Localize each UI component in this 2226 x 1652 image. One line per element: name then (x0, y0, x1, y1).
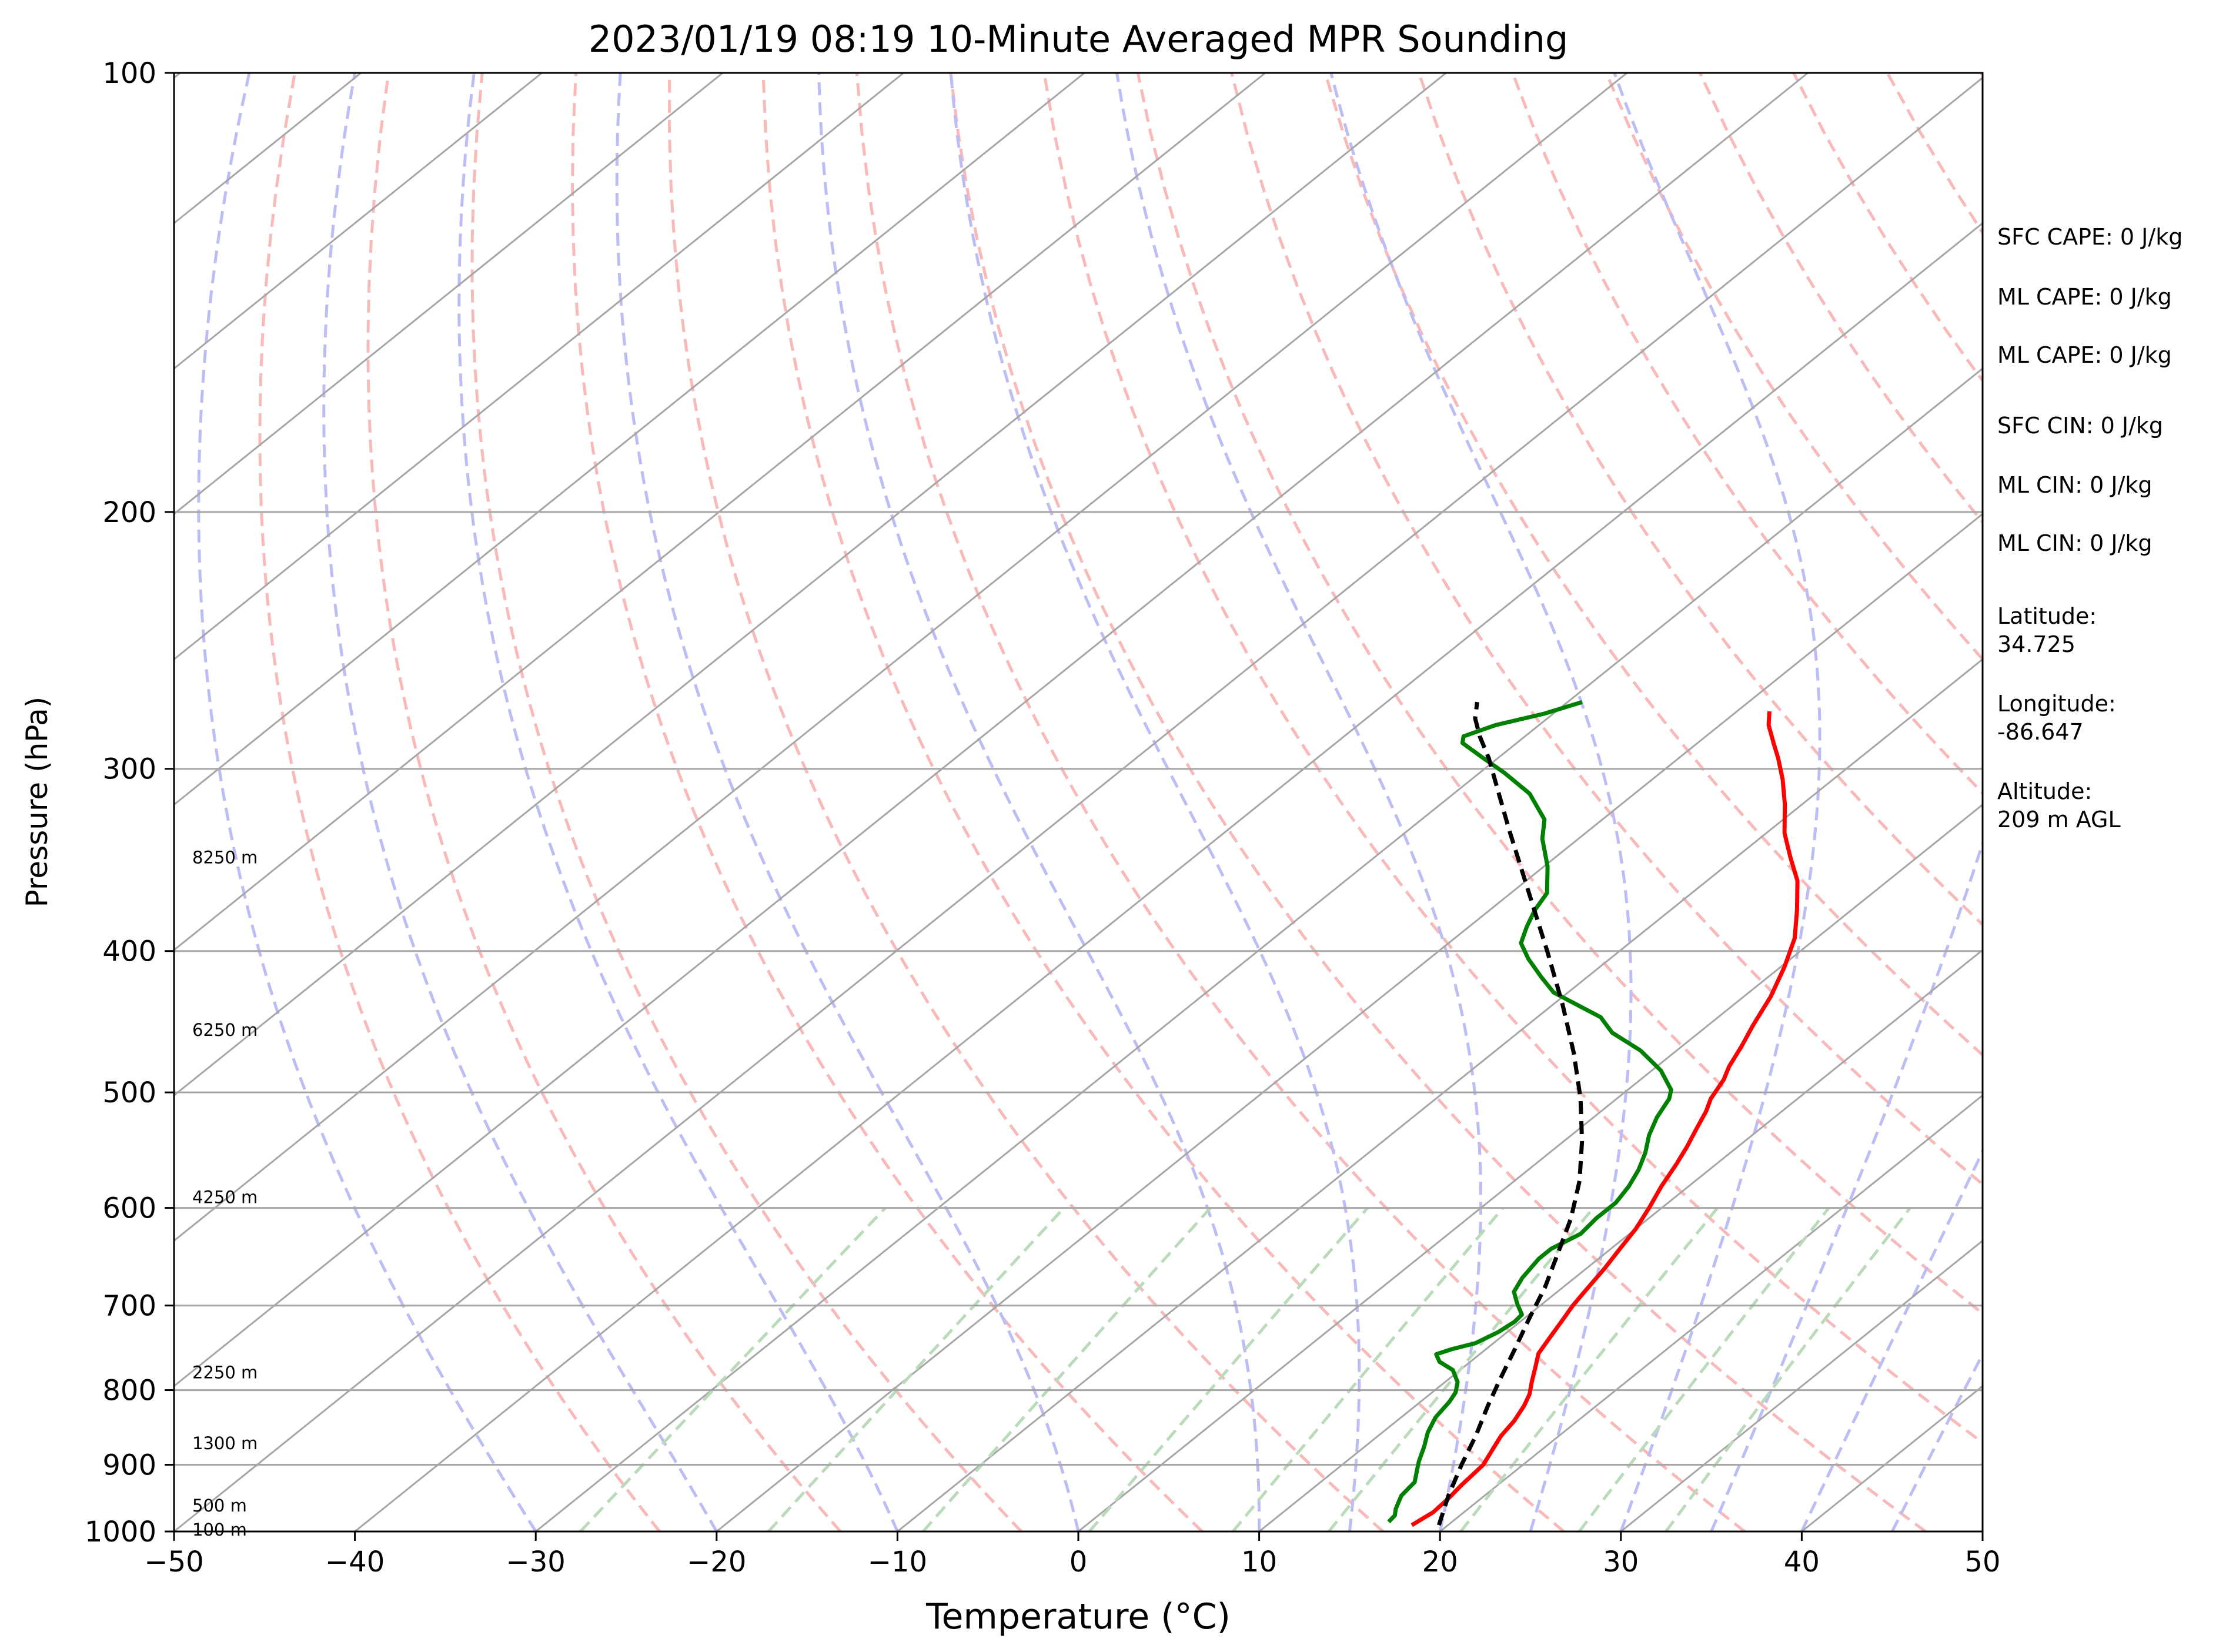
isotherm-line (174, 73, 1447, 1097)
isotherm-line (174, 73, 1809, 1387)
x-axis-ticks: −50 −40 −30 −20 −10 0 10 20 30 40 50 (144, 1531, 2001, 1579)
sfc-cape-text: SFC CAPE: 0 J/kg (1997, 224, 2182, 250)
isotherm-line (716, 513, 1983, 1531)
x-tick-label: 10 (1241, 1546, 1277, 1579)
isotherm-line (174, 73, 724, 516)
info-panel: SFC CAPE: 0 J/kg ML CAPE: 0 J/kg ML CAPE… (1997, 224, 2182, 832)
isotherm-line (174, 73, 1628, 1242)
isotherm-line (897, 658, 1983, 1531)
y-tick-label: 700 (102, 1290, 156, 1323)
height-label: 6250 m (192, 1020, 258, 1040)
isotherm-line (354, 222, 1983, 1531)
moist-adiabat-line (1115, 73, 1482, 1531)
x-tick-label: −40 (325, 1546, 385, 1579)
y-tick-label: 500 (102, 1076, 156, 1109)
y-tick-label: 600 (102, 1192, 156, 1225)
x-tick-label: 0 (1069, 1546, 1088, 1579)
y-axis-label: Pressure (hPa) (20, 697, 54, 908)
y-tick-label: 1000 (85, 1516, 156, 1549)
y-tick-label: 800 (102, 1375, 156, 1407)
sfc-cin-text: SFC CIN: 0 J/kg (1997, 413, 2163, 439)
x-tick-label: −50 (144, 1546, 203, 1579)
dry-adiabat-line (949, 73, 1927, 1531)
moist-adiabat-line (615, 73, 1080, 1531)
mixing-ratio-line (579, 1206, 887, 1531)
dry-adiabat-line (1042, 73, 1983, 1444)
moist-adiabat-line (197, 73, 537, 1531)
longitude-value: -86.647 (1997, 719, 2084, 745)
isotherm-line (174, 73, 1266, 951)
latitude-label: Latitude: (1997, 603, 2097, 629)
isotherm-line (174, 76, 1983, 1531)
altitude-value: 209 m AGL (1997, 807, 2121, 832)
moist-adiabat-line (1710, 838, 1983, 1531)
x-axis-label: Temperature (°C) (925, 1596, 1231, 1637)
mixing-ratio-line (1665, 1207, 1911, 1531)
dry-adiabat-line (1605, 73, 1983, 661)
height-label: 4250 m (192, 1187, 258, 1207)
moist-adiabat-line (1329, 73, 1633, 1531)
dewpoint-line (1387, 700, 1673, 1524)
height-label: 2250 m (192, 1363, 258, 1383)
longitude-label: Longitude: (1997, 691, 2116, 717)
y-tick-label: 300 (102, 753, 156, 786)
x-tick-label: 40 (1784, 1546, 1820, 1579)
y-tick-label: 100 (102, 57, 156, 90)
isotherm-line (1620, 1239, 1983, 1531)
moist-adiabat-line (949, 73, 1361, 1531)
dry-adiabat-line (470, 73, 1022, 1531)
sounding-series (1387, 700, 1800, 1527)
ml-cin-text: ML CIN: 0 J/kg (1997, 472, 2152, 498)
ml-cape-text-2: ML CAPE: 0 J/kg (1997, 342, 2172, 368)
dry-adiabat-line (1136, 73, 1983, 1316)
x-tick-label: 20 (1422, 1546, 1458, 1579)
x-tick-label: −20 (687, 1546, 746, 1579)
dry-adiabat-line (761, 73, 1565, 1531)
dry-adiabat-line (855, 73, 1746, 1531)
height-label: 500 m (192, 1496, 247, 1516)
height-label: 1300 m (192, 1433, 258, 1453)
latitude-value: 34.725 (1997, 631, 2075, 657)
isotherm-line (174, 73, 1085, 806)
mixing-ratio-line (1578, 1207, 1830, 1531)
x-tick-label: 50 (1964, 1546, 2000, 1579)
ml-cin-text-2: ML CIN: 0 J/kg (1997, 530, 2152, 556)
isotherm-line (535, 367, 1983, 1531)
height-label: 100 m (192, 1520, 247, 1540)
dry-adiabat-line (366, 73, 842, 1531)
y-tick-label: 400 (102, 935, 156, 968)
isotherm-line (174, 73, 543, 370)
dry-adiabat-line (1230, 73, 1983, 1186)
isotherm-line (174, 73, 904, 661)
y-axis-ticks: 100 200 300 400 500 600 700 800 900 1000 (85, 57, 174, 1549)
temperature-line (1411, 711, 1800, 1527)
isotherm-line (1078, 803, 1983, 1531)
isotherm-line (1439, 1094, 1983, 1531)
mixing-ratio-line (1459, 1207, 1719, 1531)
dry-adiabat-line (1511, 73, 1983, 795)
chart-title: 2023/01/19 08:19 10-Minute Averaged MPR … (589, 18, 1569, 61)
x-tick-label: −30 (506, 1546, 566, 1579)
height-label: 8250 m (192, 847, 258, 867)
y-tick-label: 200 (102, 496, 156, 529)
isotherm-line (1258, 949, 1983, 1531)
dry-adiabat-line (258, 73, 661, 1531)
moist-adiabat-line (322, 73, 718, 1531)
dry-adiabat-line (570, 73, 1204, 1531)
dry-adiabat-line (1323, 73, 1983, 1057)
x-tick-label: 30 (1603, 1546, 1639, 1579)
moist-adiabat-line (457, 73, 899, 1531)
height-labels: 8250 m 6250 m 4250 m 2250 m 1300 m 500 m 100 m (192, 847, 258, 1539)
reference-lines (174, 73, 1983, 1531)
altitude-label: Altitude: (1997, 778, 2092, 804)
x-tick-label: −10 (868, 1546, 927, 1579)
dry-adiabat-line (667, 73, 1384, 1531)
y-tick-label: 900 (102, 1449, 156, 1482)
isobar-grid (174, 511, 1983, 1466)
ml-cape-text: ML CAPE: 0 J/kg (1997, 284, 2172, 310)
